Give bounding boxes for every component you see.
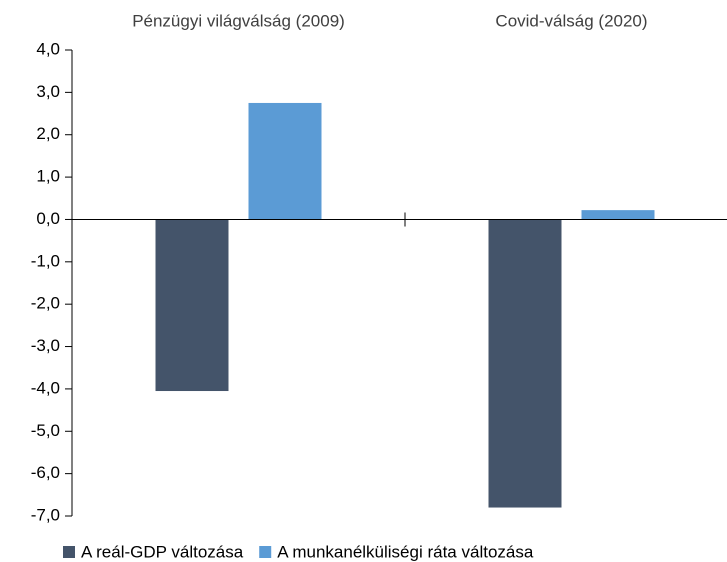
y-tick-label: -7,0 [31, 505, 60, 524]
bar [581, 210, 655, 220]
category-label: Covid-válság (2020) [495, 11, 647, 30]
y-tick-label: 1,0 [36, 167, 60, 186]
y-tick-label: -2,0 [31, 294, 60, 313]
y-tick-label: 4,0 [36, 39, 60, 58]
y-tick-label: 3,0 [36, 82, 60, 101]
bar [248, 102, 322, 220]
y-tick-label: -4,0 [31, 378, 60, 397]
y-tick-label: -3,0 [31, 336, 60, 355]
y-tick-label: 0,0 [36, 209, 60, 228]
legend-label: A reál-GDP változása [81, 542, 244, 561]
y-tick-label: -6,0 [31, 463, 60, 482]
y-tick-label: -1,0 [31, 251, 60, 270]
bar [155, 219, 229, 392]
bar [488, 219, 562, 508]
category-label: Pénzügyi világválság (2009) [132, 11, 345, 30]
y-tick-label: -5,0 [31, 421, 60, 440]
y-tick-label: 2,0 [36, 124, 60, 143]
legend-swatch [63, 546, 75, 558]
legend-label: A munkanélküliségi ráta változása [277, 542, 534, 561]
legend-swatch [259, 546, 272, 558]
